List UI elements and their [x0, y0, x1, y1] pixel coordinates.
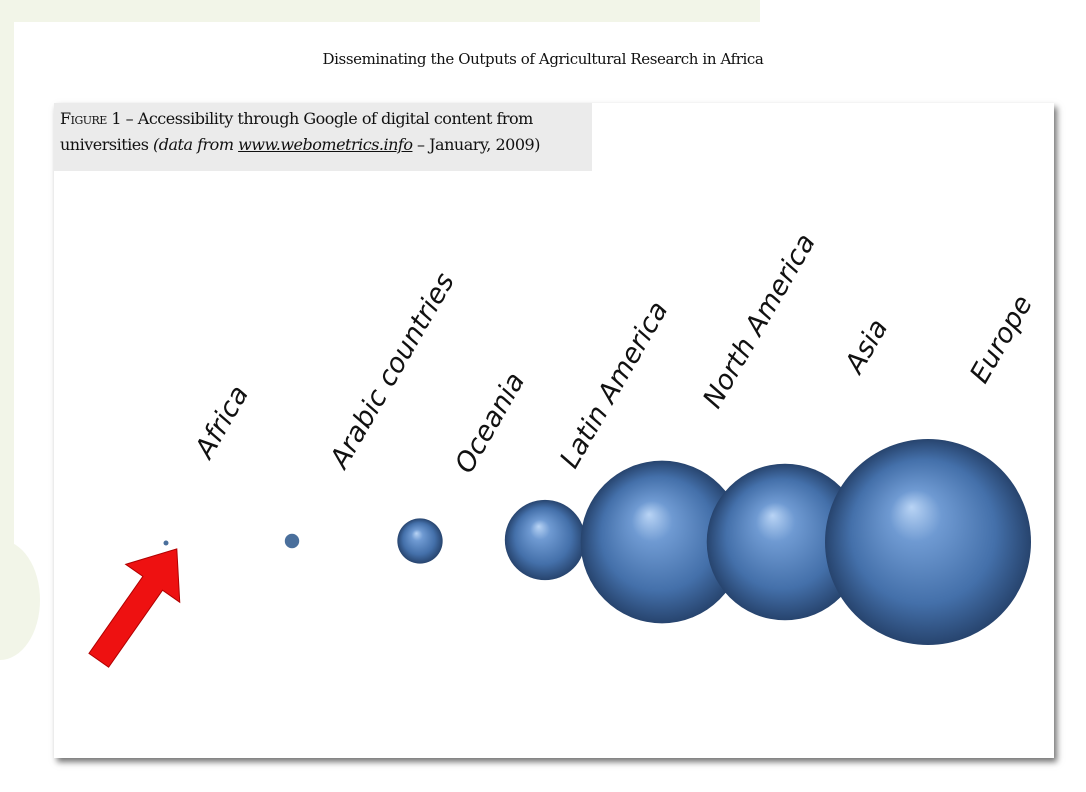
- red-arrow-icon: [88, 548, 181, 668]
- bubble-latin-america: [504, 499, 586, 581]
- caption-link[interactable]: www.webometrics.info: [238, 135, 413, 154]
- caption-tail: – January, 2009): [412, 135, 540, 154]
- label-latin-america: Latin America: [554, 296, 674, 473]
- label-europe: Europe: [964, 290, 1039, 388]
- bubble-europe: [825, 439, 1031, 645]
- page-header: Disseminating the Outputs of Agricultura…: [322, 50, 764, 68]
- label-arabic-countries: Arabic countries: [323, 268, 461, 475]
- decorative-band-top: [0, 0, 760, 22]
- bubble-oceania: [397, 518, 443, 564]
- label-north-america: North America: [697, 229, 822, 414]
- bubble-arabic-countries: [284, 533, 300, 549]
- label-asia: Asia: [838, 314, 894, 380]
- caption-box: [54, 103, 592, 171]
- caption-mid: – Accessibility through Google of digita…: [60, 109, 533, 154]
- label-oceania: Oceania: [449, 367, 531, 478]
- bubble-north-america: [580, 460, 744, 624]
- caption-italic: (data from: [153, 135, 239, 154]
- bubble-africa: [163, 540, 169, 546]
- caption-lead: Figure 1: [60, 109, 122, 128]
- bubble-asia: [706, 463, 864, 621]
- bubble-series: [163, 439, 1031, 645]
- figure-frame: [54, 103, 1054, 758]
- decorative-band-left: [0, 0, 14, 590]
- label-africa: Africa: [188, 380, 255, 465]
- figure-caption: Figure 1 – Accessibility through Google …: [60, 106, 590, 158]
